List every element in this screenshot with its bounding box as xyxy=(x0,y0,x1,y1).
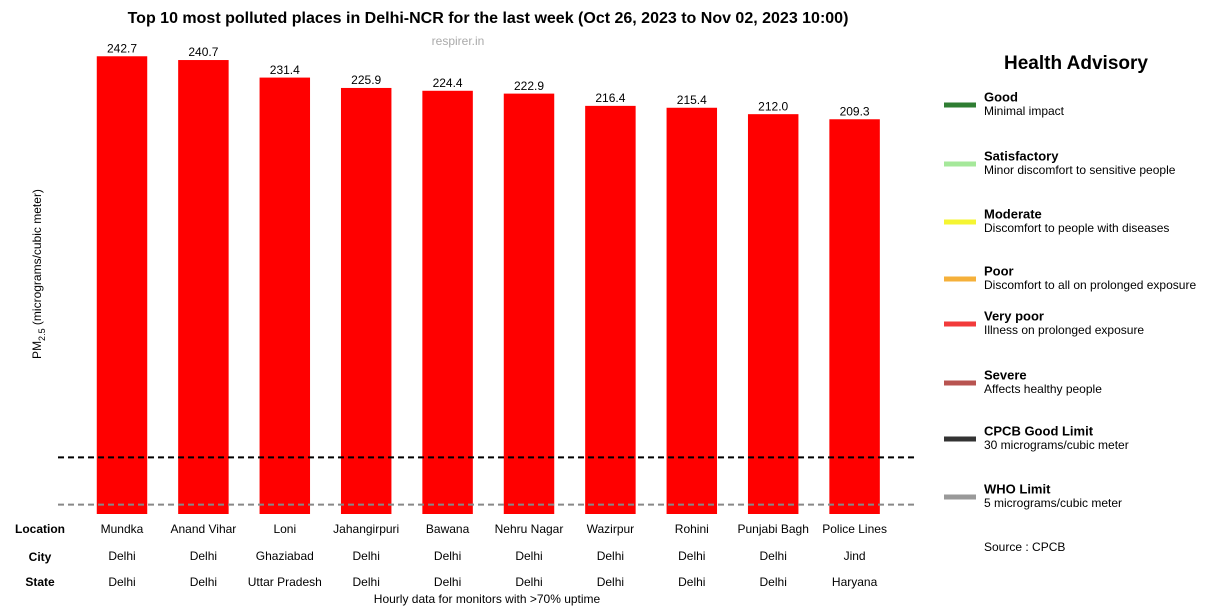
legend-description: Discomfort to all on prolonged exposure xyxy=(984,278,1196,292)
legend-description: Illness on prolonged exposure xyxy=(984,323,1144,337)
x-tick-label: Mundka xyxy=(101,522,144,536)
legend-title: Health Advisory xyxy=(1004,53,1148,74)
x-tick-label: Nehru Nagar xyxy=(495,522,564,536)
value-label: 231.4 xyxy=(270,63,300,77)
y-label-main: PM xyxy=(30,341,44,359)
legend-name: WHO Limit xyxy=(984,481,1051,496)
bar xyxy=(422,90,473,514)
city-label: Delhi xyxy=(515,549,542,563)
value-label: 224.4 xyxy=(433,76,463,90)
bar xyxy=(829,119,880,515)
legend-description: 30 micrograms/cubic meter xyxy=(984,438,1129,452)
legend-name: Moderate xyxy=(984,206,1042,221)
chart-title: Top 10 most polluted places in Delhi-NCR… xyxy=(128,10,849,27)
state-label: Delhi xyxy=(108,575,135,589)
row-label: State xyxy=(25,575,55,589)
city-label: Delhi xyxy=(597,549,624,563)
bar xyxy=(259,77,311,515)
value-label: 215.4 xyxy=(677,93,707,107)
city-label: Delhi xyxy=(353,549,380,563)
bar xyxy=(96,56,148,515)
source: Source : CPCB xyxy=(984,540,1065,554)
value-label: 209.3 xyxy=(840,104,870,118)
legend-description: Minimal impact xyxy=(984,104,1065,118)
state-label: Delhi xyxy=(190,575,217,589)
bar xyxy=(340,87,392,514)
city-label: Delhi xyxy=(760,549,787,563)
bar xyxy=(178,60,229,515)
legend-description: Minor discomfort to sensitive people xyxy=(984,163,1176,177)
legend-description: Discomfort to people with diseases xyxy=(984,221,1169,235)
row-label: City xyxy=(29,550,52,564)
city-label: Delhi xyxy=(678,549,705,563)
state-label: Delhi xyxy=(434,575,461,589)
city-label: Delhi xyxy=(434,549,461,563)
value-label: 216.4 xyxy=(595,91,625,105)
legend-name: Satisfactory xyxy=(984,148,1059,163)
value-label: 240.7 xyxy=(188,45,218,59)
x-tick-label: Rohini xyxy=(675,522,709,536)
row-label: Location xyxy=(15,522,65,536)
legend-name: Severe xyxy=(984,367,1027,382)
y-label-rest: (micrograms/cubic meter) xyxy=(30,189,44,328)
value-label: 222.9 xyxy=(514,79,544,93)
y-axis-label: PM2.5 (micrograms/cubic meter) xyxy=(30,189,47,359)
x-tick-label: Police Lines xyxy=(822,522,887,536)
x-tick-label: Bawana xyxy=(426,522,470,536)
value-label: 225.9 xyxy=(351,73,381,87)
legend-description: 5 micrograms/cubic meter xyxy=(984,496,1122,510)
x-tick-label: Loni xyxy=(273,522,296,536)
watermark: respirer.in xyxy=(432,34,485,48)
legend-name: CPCB Good Limit xyxy=(984,423,1094,438)
x-tick-label: Jahangirpuri xyxy=(333,522,399,536)
x-tick-label: Wazirpur xyxy=(587,522,635,536)
state-label: Delhi xyxy=(760,575,787,589)
bar xyxy=(666,107,718,514)
state-label: Haryana xyxy=(832,575,878,589)
city-label: Delhi xyxy=(108,549,135,563)
y-label-sub: 2.5 xyxy=(37,328,47,341)
state-label: Delhi xyxy=(353,575,380,589)
city-label: Ghaziabad xyxy=(256,549,314,563)
state-label: Delhi xyxy=(678,575,705,589)
legend-name: Very poor xyxy=(984,308,1044,323)
bar xyxy=(585,105,636,514)
city-label: Jind xyxy=(844,549,866,563)
state-label: Delhi xyxy=(515,575,542,589)
bar xyxy=(747,114,799,514)
value-label: 212.0 xyxy=(758,99,788,113)
footnote: Hourly data for monitors with >70% uptim… xyxy=(374,592,601,606)
legend-name: Poor xyxy=(984,263,1014,278)
value-label: 242.7 xyxy=(107,41,137,55)
state-label: Delhi xyxy=(597,575,624,589)
legend-name: Good xyxy=(984,89,1018,104)
city-label: Delhi xyxy=(190,549,217,563)
bar xyxy=(503,93,555,515)
x-tick-label: Punjabi Bagh xyxy=(738,522,809,536)
x-tick-label: Anand Vihar xyxy=(170,522,236,536)
legend-description: Affects healthy people xyxy=(984,382,1102,396)
state-label: Uttar Pradesh xyxy=(248,575,322,589)
